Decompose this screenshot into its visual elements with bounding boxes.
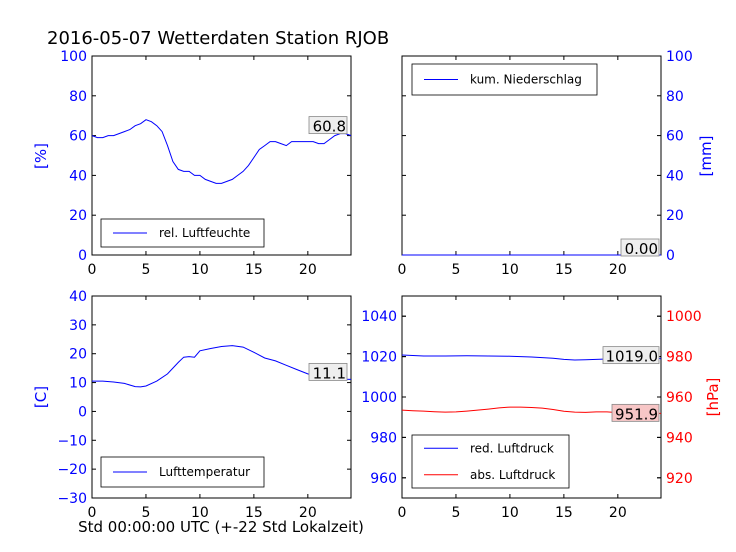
x-tick-label: 15 [555,505,573,521]
x-tick-label: 15 [245,505,263,521]
x-axis-label: Std 00:00:00 UTC (+-22 Std Lokalzeit) [78,518,364,536]
y-tick-label: 30 [69,318,87,334]
legend-label: kum. Niederschlag [470,73,582,87]
legend-label: Lufttemperatur [159,465,250,479]
y-tick-label: 40 [69,289,87,305]
panel-precipitation: 0 5 10 15 20 0 20 40 60 80 100 [mm] kum. Niederschla… [398,49,715,278]
annotation-value: 11.1 [313,364,346,382]
x-tick-label: 0 [88,505,97,521]
x-tick-label: 20 [609,505,627,521]
panel-humidity: 0 5 10 15 20 0 20 40 60 80 100 [%] rel. Luftfeuchte 6… [32,49,352,278]
x-tick-label: 10 [501,505,519,521]
annotation-box [602,346,660,365]
y-axis-label: [mm] [697,136,715,177]
y-tick-label: 960 [370,471,397,487]
x-tick-label: 20 [299,262,317,278]
y-tick-label: 1000 [361,390,397,406]
y-tick-label: 40 [69,168,87,184]
x-tick-label: 10 [501,262,519,278]
y-tick-label: 960 [666,390,693,406]
y-tick-label: 100 [666,49,693,65]
y-axis-label: [C] [32,386,50,408]
y-tick-label: 1020 [361,350,397,366]
annotation-box [611,403,660,422]
x-tick-label: 15 [555,262,573,278]
y-tick-label: 0 [78,404,87,420]
y-tick-label: 20 [666,208,684,224]
annotation-value: 1019.0 [606,348,659,366]
y-tick-label: 1040 [361,309,397,325]
legend-label: red. Luftdruck [470,441,554,455]
legend-box [100,218,265,248]
y-tick-label: −10 [57,433,87,449]
x-tick-label: 0 [398,505,407,521]
annotation-value: 951.9 [615,405,658,423]
y-tick-label: 1000 [666,309,702,325]
y-tick-label: 60 [69,129,87,145]
annotation-value: 60.8 [313,118,346,136]
y-tick-label: 100 [60,49,87,65]
legend-label: abs. Luftdruck [470,468,555,482]
figure-title: 2016-05-07 Wetterdaten Station RJOB [47,28,389,49]
y-axis-label: [%] [32,143,50,169]
annotation-value: 0.00 [625,240,658,258]
y-tick-label: 80 [69,89,87,105]
y-tick-label: 920 [666,471,693,487]
x-tick-label: 5 [141,262,150,278]
annotation-box [308,362,348,381]
x-tick-label: 5 [451,505,460,521]
y-tick-label: 20 [69,347,87,363]
x-tick-label: 20 [609,262,627,278]
y-axis-label: [hPa] [704,378,722,417]
x-tick-label: 10 [191,505,209,521]
panel-pressure: 0 5 10 15 20 960 980 1000 1020 1040 920 940 960 980 10… [361,295,722,521]
series-line [91,119,352,184]
x-tick-label: 20 [299,505,317,521]
x-tick-label: 5 [451,262,460,278]
y-tick-label: 20 [69,208,87,224]
annotation-box [620,238,660,257]
y-tick-label: 0 [78,248,87,264]
series-line [92,345,352,388]
y-tick-label: 40 [666,168,684,184]
y-tick-label: 80 [666,89,684,105]
y-tick-label: 10 [69,376,87,392]
y-tick-label: 940 [666,430,693,446]
legend-box [411,434,570,489]
x-tick-label: 10 [191,262,209,278]
x-tick-label: 0 [398,262,407,278]
y-tick-label: −30 [57,491,87,507]
x-tick-label: 5 [141,505,150,521]
annotation-box [308,116,348,135]
legend-label: rel. Luftfeuchte [159,226,250,240]
y-tick-label: 980 [370,430,397,446]
x-tick-label: 15 [245,262,263,278]
y-tick-label: 0 [666,248,675,264]
x-tick-label: 0 [88,262,97,278]
y-tick-label: 980 [666,350,693,366]
panel-temperature: 0 5 10 15 20 −30 −20 −10 0 10 20 30 40 [C] Lufttempera… [32,289,352,521]
y-tick-label: 60 [666,129,684,145]
y-tick-label: −20 [57,462,87,478]
